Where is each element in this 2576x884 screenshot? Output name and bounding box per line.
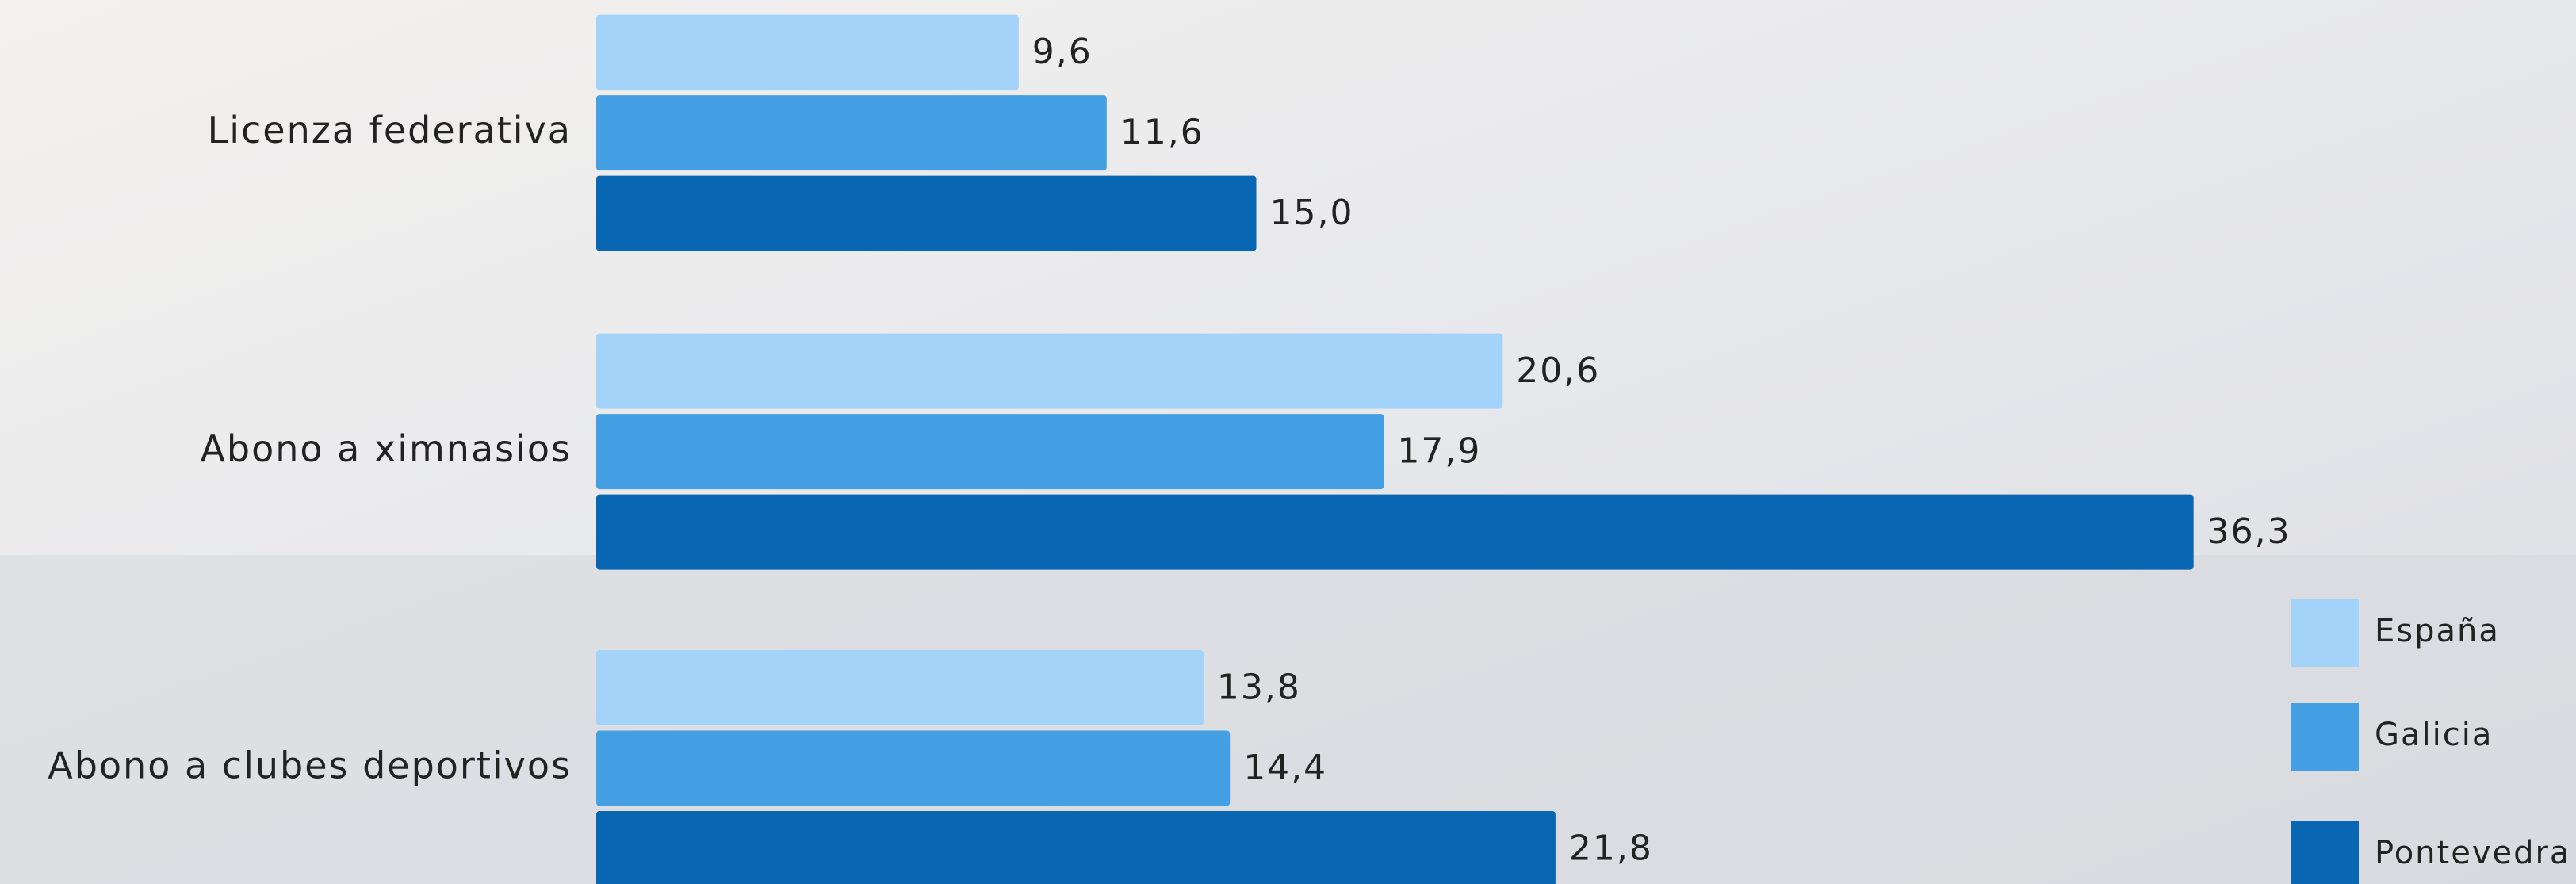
value-label: 17,9 [1397, 431, 1481, 472]
value-label: 21,8 [1569, 829, 1653, 869]
bar [596, 15, 1019, 90]
value-label: 9,6 [1032, 32, 1093, 72]
page: Licenza federativa 9,6 11,6 15,0 Abono a xim… [0, 0, 2576, 884]
bar [596, 176, 1257, 251]
legend-swatch [2291, 821, 2359, 884]
legend-swatch [2291, 703, 2359, 771]
category-label: Abono a ximnasios [200, 427, 572, 470]
value-label: 36,3 [2207, 511, 2291, 552]
bar [596, 731, 1230, 806]
value-label: 11,6 [1120, 113, 1204, 153]
chart: Licenza federativa 9,6 11,6 15,0 Abono a xim… [0, 0, 2576, 884]
value-label: 15,0 [1270, 193, 1354, 233]
legend-label: Galicia [2375, 717, 2493, 753]
value-label: 14,4 [1243, 748, 1327, 788]
bar [596, 334, 1502, 409]
bar [596, 650, 1204, 725]
category-label: Abono a clubes deportivos [48, 744, 572, 787]
value-label: 20,6 [1516, 350, 1600, 391]
value-label: 13,8 [1217, 668, 1301, 708]
bar [596, 811, 1556, 884]
bar [596, 95, 1107, 170]
legend-label: Pontevedra [2375, 835, 2570, 871]
bar [596, 414, 1384, 489]
legend-swatch [2291, 599, 2359, 667]
category-label: Licenza federativa [208, 109, 572, 151]
legend-label: España [2375, 613, 2500, 649]
bar [596, 495, 2194, 570]
